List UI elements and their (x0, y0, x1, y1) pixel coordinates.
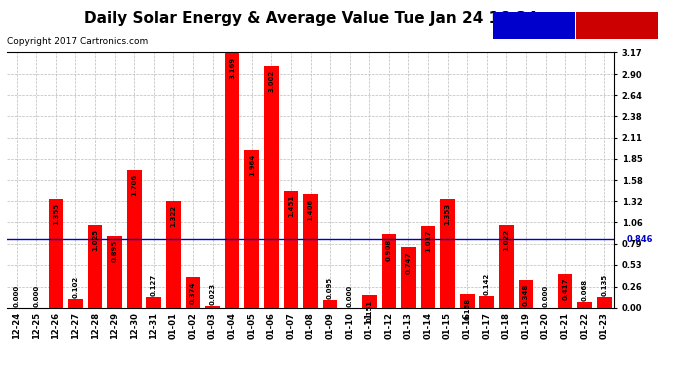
Text: 1.406: 1.406 (308, 198, 313, 220)
Text: 0.168: 0.168 (464, 298, 470, 320)
Bar (578, 302, 592, 307)
Bar (460, 294, 475, 307)
Text: 0.068: 0.068 (582, 279, 588, 301)
Text: Daily Solar Energy & Average Value Tue Jan 24 16:34: Daily Solar Energy & Average Value Tue J… (83, 11, 538, 26)
Text: 0.095: 0.095 (327, 277, 333, 299)
Bar (244, 150, 259, 308)
Text: 0.000: 0.000 (33, 285, 39, 307)
Text: 0.000: 0.000 (346, 285, 353, 307)
Text: 0.908: 0.908 (386, 238, 392, 261)
Text: Average ($): Average ($) (504, 21, 564, 30)
Bar (558, 274, 573, 308)
Bar (480, 296, 494, 307)
Text: 1.353: 1.353 (444, 202, 451, 225)
Text: 1.017: 1.017 (425, 230, 431, 252)
Bar (597, 297, 611, 307)
Text: 1.025: 1.025 (92, 229, 98, 251)
Text: 0.151: 0.151 (366, 299, 373, 321)
Text: 0.000: 0.000 (14, 285, 20, 307)
Bar (382, 234, 396, 308)
Bar (166, 201, 181, 308)
Text: 3.002: 3.002 (268, 70, 275, 92)
Bar (362, 296, 377, 307)
Bar (264, 66, 279, 308)
Bar (499, 225, 514, 308)
Text: 1.451: 1.451 (288, 195, 294, 217)
Bar (186, 278, 200, 308)
Bar (205, 306, 220, 308)
Text: 3.169: 3.169 (229, 57, 235, 79)
Text: 1.322: 1.322 (170, 205, 177, 227)
Text: 0.102: 0.102 (72, 276, 79, 298)
Bar (88, 225, 102, 308)
Text: 0.895: 0.895 (112, 240, 117, 262)
Text: 1.022: 1.022 (504, 229, 509, 251)
Bar (48, 198, 63, 308)
Text: 1.706: 1.706 (131, 174, 137, 196)
Bar (127, 170, 141, 308)
Bar (440, 199, 455, 308)
Bar (107, 236, 122, 308)
Bar (146, 297, 161, 307)
Bar (284, 191, 298, 308)
Bar (421, 226, 435, 308)
Bar (303, 194, 318, 308)
Text: 1.964: 1.964 (248, 153, 255, 176)
Bar (519, 279, 533, 308)
Text: 0.023: 0.023 (210, 283, 215, 305)
Text: 0.747: 0.747 (406, 251, 411, 274)
Text: 0.127: 0.127 (151, 274, 157, 297)
Text: 0.374: 0.374 (190, 281, 196, 304)
Text: 0.000: 0.000 (542, 285, 549, 307)
Text: 0.417: 0.417 (562, 278, 568, 300)
Text: Daily   ($): Daily ($) (592, 21, 642, 30)
Bar (323, 300, 337, 307)
Bar (68, 299, 83, 307)
Text: 1.355: 1.355 (53, 202, 59, 225)
Text: 0.348: 0.348 (523, 284, 529, 306)
Bar (401, 248, 416, 308)
Text: Copyright 2017 Cartronics.com: Copyright 2017 Cartronics.com (7, 38, 148, 46)
Bar (225, 53, 239, 308)
Text: 0.142: 0.142 (484, 273, 490, 295)
Text: 0.846: 0.846 (627, 235, 653, 244)
Text: 0.135: 0.135 (601, 274, 607, 296)
